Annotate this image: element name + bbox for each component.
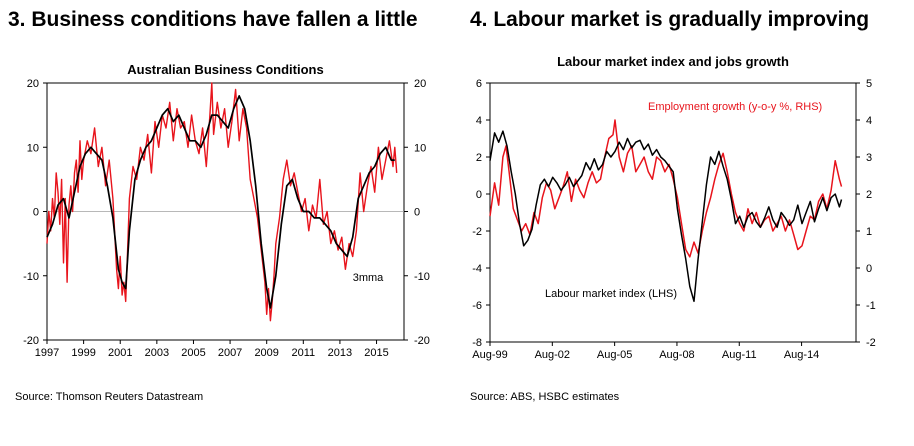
x-tick-label: 2015	[364, 347, 388, 359]
x-tick-label: Aug-02	[535, 349, 570, 361]
y-tick-label-right: 4	[866, 115, 872, 127]
y-tick-label-left: 4	[476, 115, 482, 127]
left-panel-heading: 3. Business conditions have fallen a lit…	[8, 8, 418, 31]
y-tick-label-right: 2	[866, 189, 872, 201]
annotation-label: 3mma	[353, 272, 384, 284]
x-tick-label: 2007	[218, 347, 242, 359]
chart-title: Labour market index and jobs growth	[557, 54, 789, 69]
x-tick-label: 2013	[328, 347, 352, 359]
y-tick-label-left: 10	[27, 142, 39, 154]
y-tick-label-right: 10	[414, 142, 426, 154]
y-tick-label-left: -10	[23, 271, 39, 283]
x-tick-label: Aug-08	[659, 349, 694, 361]
plot-frame	[489, 82, 857, 343]
chart-title: Australian Business Conditions	[127, 62, 323, 77]
x-tick-label: Aug-14	[784, 349, 819, 361]
series-label: Employment growth (y-o-y %, RHS)	[648, 101, 822, 113]
x-tick-label: 1999	[71, 347, 95, 359]
y-tick-label-right: 0	[866, 263, 872, 275]
right-source-note: Source: ABS, HSBC estimates	[470, 391, 620, 403]
series-line-0	[46, 82, 398, 322]
y-tick-label-right: 5	[866, 78, 872, 90]
y-tick-label-left: -8	[472, 337, 482, 349]
y-tick-label-right: -20	[414, 335, 430, 347]
right-panel-heading: 4. Labour market is gradually improving	[470, 8, 870, 31]
y-tick-label-left: 20	[27, 78, 39, 90]
x-tick-label: 2003	[145, 347, 169, 359]
y-tick-label-left: -20	[23, 335, 39, 347]
y-tick-label-right: 3	[866, 152, 872, 164]
y-tick-label-left: 0	[476, 189, 482, 201]
series-label: Labour market index (LHS)	[545, 288, 677, 300]
y-tick-label-right: 1	[866, 226, 872, 238]
series-line-0	[489, 119, 843, 258]
x-tick-label: Aug-05	[597, 349, 632, 361]
y-tick-label-left: -4	[472, 263, 482, 275]
x-tick-label: 2005	[181, 347, 205, 359]
series-line-1	[489, 130, 843, 303]
x-tick-label: 2009	[254, 347, 278, 359]
x-tick-label: Aug-99	[472, 349, 507, 361]
y-tick-label-left: 0	[33, 207, 39, 219]
y-tick-label-left: 6	[476, 78, 482, 90]
x-tick-label: 1997	[35, 347, 59, 359]
y-tick-label-right: -2	[866, 337, 876, 349]
y-tick-label-left: 2	[476, 152, 482, 164]
x-tick-label: 2001	[108, 347, 132, 359]
series-line-1	[46, 95, 395, 309]
left-source-note: Source: Thomson Reuters Datastream	[15, 391, 204, 403]
y-tick-label-right: -1	[866, 300, 876, 312]
x-tick-label: 2011	[291, 347, 315, 359]
y-tick-label-left: -6	[472, 300, 482, 312]
y-tick-label-right: -10	[414, 271, 430, 283]
y-tick-label-right: 20	[414, 78, 426, 90]
y-tick-label-right: 0	[414, 207, 420, 219]
y-tick-label-left: -2	[472, 226, 482, 238]
x-tick-label: Aug-11	[722, 349, 757, 361]
